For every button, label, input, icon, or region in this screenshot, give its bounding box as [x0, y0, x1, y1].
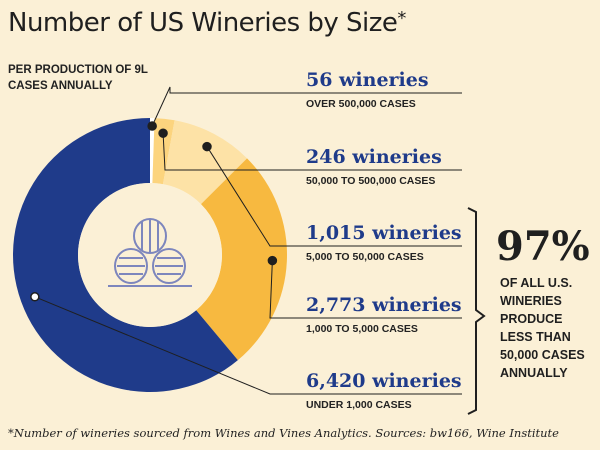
title-text: Number of US Wineries by Size [8, 8, 398, 38]
data-label-count: 2,773 wineries [306, 294, 462, 316]
leader-dot [147, 121, 157, 131]
segment-labels: 56 wineries OVER 500,000 CASES 246 winerie… [30, 69, 462, 411]
wine-barrels-icon [108, 218, 192, 287]
data-label-size: OVER 500,000 CASES [306, 98, 416, 110]
leader-line [151, 86, 462, 127]
data-label-size: 5,000 TO 50,000 CASES [306, 251, 424, 263]
callout-text: OF ALL U.S. WINERIES PRODUCE LESS THAN 5… [500, 276, 585, 380]
donut-hole [78, 183, 222, 327]
leader-line [206, 146, 462, 247]
data-label-size: 1,000 TO 5,000 CASES [306, 323, 418, 335]
callout-percent: 97% [496, 223, 590, 270]
donut-segments [12, 118, 287, 392]
leader-dot [202, 141, 212, 152]
footnote: *Number of wineries sourced from Wines a… [8, 426, 559, 440]
leader-line [34, 296, 462, 395]
page-title: Number of US Wineries by Size* [8, 8, 406, 38]
leader-dot [267, 255, 278, 266]
chart-subtitle: PER PRODUCTION OF 9L CASES ANNUALLY [8, 64, 148, 92]
data-label-count: 246 wineries [306, 146, 442, 168]
data-label-count: 1,015 wineries [306, 222, 462, 244]
data-label-count: 6,420 wineries [306, 370, 462, 392]
leader-dot [158, 128, 168, 138]
data-label-size: 50,000 TO 500,000 CASES [306, 175, 435, 187]
callout-bracket [467, 207, 486, 415]
data-label-size: UNDER 1,000 CASES [306, 399, 412, 411]
segment-over-500-000-cases [150, 118, 155, 184]
segment-1-000-to-5-000-cases [196, 158, 287, 361]
title-asterisk: * [397, 8, 406, 29]
leader-line [269, 260, 462, 319]
data-label-count: 56 wineries [306, 69, 429, 91]
leader-dot [30, 292, 40, 302]
segment-5-000-to-50-000-cases [162, 120, 248, 205]
segment-under-1-000-cases [12, 118, 238, 392]
leader-line [162, 133, 462, 171]
segment-50-000-to-500-000-cases [152, 118, 175, 185]
